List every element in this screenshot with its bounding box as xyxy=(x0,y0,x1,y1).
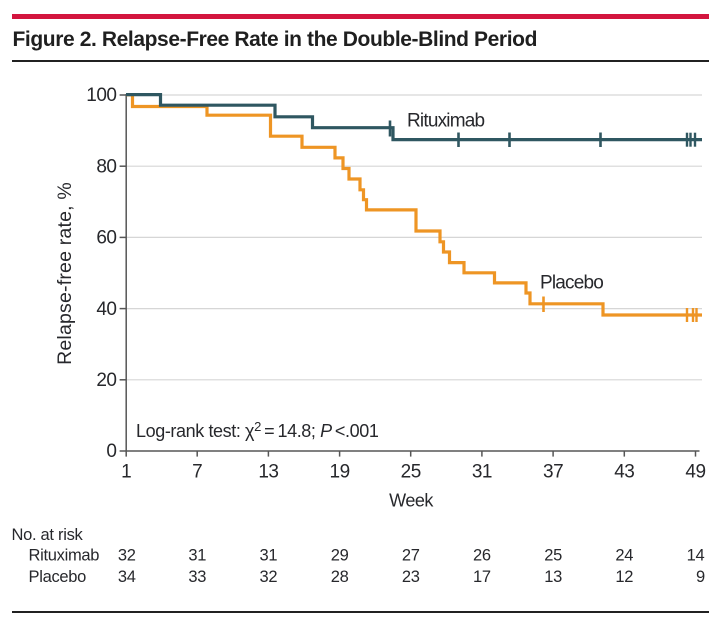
svg-text:60: 60 xyxy=(96,228,116,249)
svg-text:32: 32 xyxy=(260,568,278,586)
svg-text:20: 20 xyxy=(96,370,116,391)
svg-text:31: 31 xyxy=(260,547,278,565)
svg-text:31: 31 xyxy=(472,462,492,483)
svg-text:32: 32 xyxy=(118,547,136,565)
svg-text:25: 25 xyxy=(544,547,562,565)
svg-text:25: 25 xyxy=(401,462,421,483)
svg-text:28: 28 xyxy=(331,568,349,586)
svg-text:80: 80 xyxy=(96,156,116,177)
svg-text:7: 7 xyxy=(192,462,202,483)
svg-text:27: 27 xyxy=(402,547,420,565)
svg-text:12: 12 xyxy=(615,568,633,586)
svg-text:0: 0 xyxy=(106,441,116,462)
svg-text:40: 40 xyxy=(96,299,116,320)
svg-text:No. at risk: No. at risk xyxy=(12,526,84,544)
svg-text:Placebo: Placebo xyxy=(540,273,603,294)
svg-text:34: 34 xyxy=(118,568,136,586)
svg-text:Log-rank test: χ2 = 14.8; P <.: Log-rank test: χ2 = 14.8; P <.001 xyxy=(136,419,379,441)
svg-text:33: 33 xyxy=(188,568,206,586)
svg-text:19: 19 xyxy=(330,462,350,483)
svg-text:100: 100 xyxy=(86,85,116,106)
svg-text:Week: Week xyxy=(389,490,434,510)
svg-text:24: 24 xyxy=(615,547,633,565)
svg-text:49: 49 xyxy=(685,462,705,483)
svg-text:14: 14 xyxy=(687,547,705,565)
svg-text:1: 1 xyxy=(121,462,131,483)
svg-text:9: 9 xyxy=(696,568,705,586)
svg-text:17: 17 xyxy=(473,568,491,586)
svg-text:13: 13 xyxy=(258,462,278,483)
svg-text:Relapse-free rate, %: Relapse-free rate, % xyxy=(54,182,76,365)
svg-text:23: 23 xyxy=(402,568,420,586)
svg-text:Rituximab: Rituximab xyxy=(29,547,100,565)
svg-text:Placebo: Placebo xyxy=(29,568,87,586)
svg-text:43: 43 xyxy=(614,462,634,483)
svg-text:Rituximab: Rituximab xyxy=(407,111,485,132)
svg-text:13: 13 xyxy=(544,568,562,586)
svg-text:26: 26 xyxy=(473,547,491,565)
svg-text:37: 37 xyxy=(543,462,563,483)
svg-text:29: 29 xyxy=(331,547,349,565)
svg-text:31: 31 xyxy=(188,547,206,565)
